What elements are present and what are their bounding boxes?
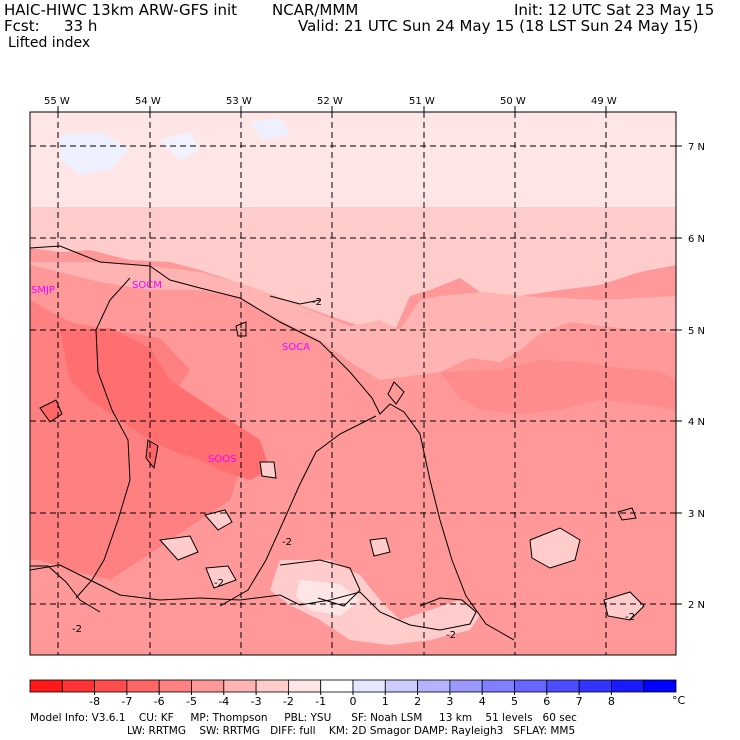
lon-label: 53 W [226, 96, 252, 107]
colorbar-swatch [287, 679, 322, 693]
contour-label: -2 [312, 297, 322, 308]
lat-lon-grid [30, 112, 676, 655]
colorbar-tick-label: -4 [218, 695, 229, 708]
lat-label: 2 N [688, 600, 705, 611]
colorbar-swatch [94, 679, 128, 693]
valid-time: Valid: 21 UTC Sun 24 May 15 (18 LST Sun … [298, 17, 699, 35]
colorbar-tick-label: 5 [511, 695, 518, 708]
lat-label: 7 N [688, 142, 705, 153]
lon-label: 49 W [591, 96, 617, 107]
contour-label: -2 [72, 624, 82, 635]
lat-label: 4 N [688, 417, 705, 428]
organization-label: NCAR/MMM [272, 1, 359, 19]
lon-label: 50 W [500, 96, 526, 107]
contour-label: -2 [214, 578, 224, 589]
colorbar-tick-label: 1 [382, 695, 389, 708]
colorbar-ticks: -8 -7 -6 -5 -4 -3 -2 -1 0 1 2 3 4 5 6 7 8 [89, 692, 615, 708]
colorbar-tick-label: 6 [543, 695, 550, 708]
forecast-label: Fcst: [4, 17, 40, 35]
colorbar-swatch [61, 679, 95, 693]
model-title: HAIC-HIWC 13km ARW-GFS init [4, 1, 238, 19]
contour-label: -2 [446, 630, 456, 641]
colorbar-swatch [29, 679, 63, 693]
contour-lines [30, 295, 645, 631]
colorbar-swatch [255, 679, 289, 693]
colorbar-tick-label: -2 [283, 695, 294, 708]
colorbar-tick-label: 0 [350, 695, 357, 708]
colorbar-swatch [514, 679, 548, 693]
lat-label: 6 N [688, 234, 705, 245]
station-label: SOOS [208, 454, 236, 465]
colorbar-swatch [643, 679, 677, 693]
station-label: SOCA [282, 342, 310, 353]
colorbar-tick-label: -8 [89, 695, 100, 708]
lon-label: 52 W [317, 96, 343, 107]
colorbar-tick-label: 3 [446, 695, 453, 708]
contour-label: -2 [625, 612, 635, 623]
colorbar-swatch [611, 679, 645, 693]
lat-label: 3 N [688, 509, 705, 520]
coastline-borders [29, 245, 515, 641]
colorbar-swatch [578, 679, 612, 693]
colorbar-tick-label: -1 [315, 695, 326, 708]
model-info-line-2: LW: RRTMG SW: RRTMG DIFF: full KM: 2D Sm… [127, 725, 576, 737]
lon-label: 51 W [409, 96, 435, 107]
map-frame [29, 111, 677, 656]
model-info-line-1: Model Info: V3.6.1 CU: KF MP: Thompson P… [30, 712, 577, 724]
colorbar-tick-label: 4 [479, 695, 486, 708]
colorbar-swatch [481, 679, 515, 693]
forecast-hour: 33 h [64, 17, 98, 35]
colorbar-tick-label: -6 [154, 695, 165, 708]
lat-label: 5 N [688, 326, 705, 337]
colorbar-swatch [158, 679, 192, 693]
colorbar-tick-label: -3 [251, 695, 262, 708]
colorbar-swatch [417, 679, 451, 693]
lon-label: 54 W [135, 96, 161, 107]
colorbar-tick-label: 2 [414, 695, 421, 708]
colorbar-swatch [126, 679, 160, 693]
tick-marks [57, 106, 682, 605]
colorbar-tick-label: -5 [186, 695, 197, 708]
colorbar-swatch [352, 679, 386, 693]
colorbar-swatch [223, 679, 257, 693]
colorbar-swatch [384, 679, 418, 693]
colorbar-swatch [449, 679, 483, 693]
field-name: Lifted index [8, 35, 91, 51]
colorbar [29, 679, 677, 693]
colorbar-swatch [320, 679, 354, 693]
colorbar-tick-label: 8 [608, 695, 615, 708]
contour-label: -2 [282, 537, 292, 548]
station-label: SOCM [132, 280, 162, 291]
init-time: Init: 12 UTC Sat 23 May 15 [514, 1, 715, 19]
colorbar-swatch [191, 679, 225, 693]
colorbar-tick-label: -7 [121, 695, 132, 708]
colorbar-unit: °C [672, 694, 686, 707]
colorbar-tick-label: 7 [576, 695, 583, 708]
colorbar-swatch [546, 679, 580, 693]
station-label: SMJP [31, 285, 55, 296]
lon-label: 55 W [44, 96, 70, 107]
